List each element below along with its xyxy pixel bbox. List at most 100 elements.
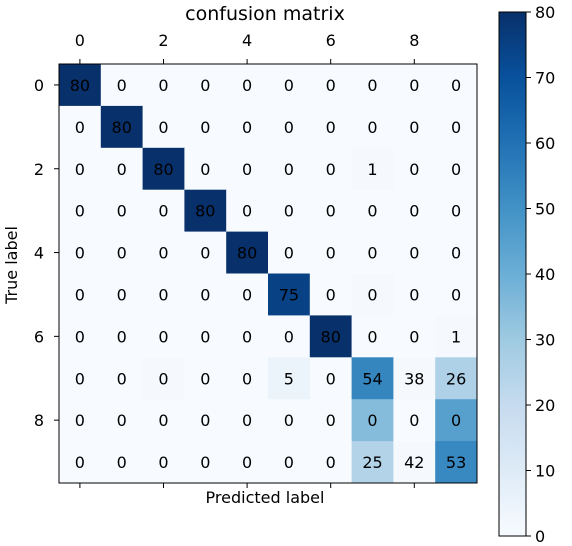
cell-value-label: 42 (404, 453, 424, 472)
heatmap-cell (142, 147, 185, 191)
heatmap-cell (100, 315, 144, 358)
cell-value-label: 0 (242, 453, 252, 472)
cell-value-label: 0 (451, 118, 461, 137)
heatmap-cell (59, 315, 102, 358)
heatmap-cell (309, 357, 353, 400)
cell-value-label: 0 (326, 369, 336, 388)
heatmap-cell (351, 357, 394, 400)
cell-value-label: 0 (284, 160, 294, 179)
cell-value-label: 0 (158, 327, 168, 346)
cell-value-label: 0 (242, 118, 252, 137)
cell-value-label: 0 (367, 411, 377, 430)
heatmap-cell (59, 147, 102, 191)
cell-value-label: 0 (284, 244, 294, 263)
heatmap-cell (100, 189, 144, 233)
heatmap-cell (100, 357, 144, 400)
x-axis-ticks: 0 2 4 6 8 (75, 31, 419, 488)
heatmap-cell (351, 147, 394, 191)
cell-value-label: 0 (367, 118, 377, 137)
heatmap-cell (309, 399, 353, 442)
cell-value-label: 0 (200, 285, 210, 304)
y-tick-label: 6 (34, 327, 44, 346)
cell-value-label: 80 (237, 244, 257, 263)
heatmap-cell (142, 231, 185, 274)
heatmap-cell (184, 399, 227, 442)
heatmap-cell (435, 64, 478, 107)
heatmap-cell (59, 64, 102, 107)
heatmap-cell (393, 357, 436, 400)
cell-value-label: 0 (158, 118, 168, 137)
heatmap-cells (59, 64, 478, 484)
heatmap-cell (59, 357, 102, 400)
heatmap-cell (142, 189, 185, 233)
heatmap-cell (309, 189, 353, 233)
heatmap-cell (184, 147, 227, 191)
heatmap-cell (393, 147, 436, 191)
cell-value-label: 0 (75, 202, 85, 221)
colorbar-ticks: 0 10 20 30 40 50 60 70 80 (526, 3, 555, 546)
cell-value-label: 0 (326, 453, 336, 472)
heatmap-cell (142, 441, 185, 484)
cell-value-label: 0 (158, 411, 168, 430)
heatmap-cell (184, 64, 227, 107)
cell-value-label: 53 (446, 453, 466, 472)
heatmap-cell (184, 189, 227, 233)
heatmap-cell (268, 147, 311, 191)
cell-value-label: 0 (117, 76, 127, 95)
cell-value-label: 0 (367, 327, 377, 346)
cell-value-label: 0 (326, 285, 336, 304)
heatmap-cell (184, 357, 227, 400)
cell-value-label: 0 (451, 411, 461, 430)
colorbar-tick-label: 80 (535, 3, 555, 22)
y-axis-label: True label (2, 226, 21, 305)
heatmap-cell (268, 273, 311, 316)
heatmap-cell (268, 399, 311, 442)
heatmap-cell (226, 399, 269, 442)
heatmap-cell (268, 357, 311, 400)
cell-value-label: 0 (451, 244, 461, 263)
cell-value-label: 0 (117, 453, 127, 472)
heatmap-cell (309, 231, 353, 274)
cell-value-label: 80 (70, 76, 90, 95)
heatmap-cell (351, 231, 394, 274)
cell-value-label: 5 (284, 369, 294, 388)
cell-value-label: 80 (195, 202, 215, 221)
heatmap-cell (309, 64, 353, 107)
heatmap-cell (351, 315, 394, 358)
heatmap-cell (100, 105, 144, 149)
cell-value-label: 0 (75, 160, 85, 179)
heatmap-cell (100, 147, 144, 191)
heatmap-cell (435, 357, 478, 400)
cell-value-label: 0 (367, 76, 377, 95)
heatmap-cell (142, 64, 185, 107)
heatmap-cell (393, 231, 436, 274)
cell-value-label: 0 (242, 285, 252, 304)
heatmap-cell (100, 399, 144, 442)
heatmap-cell-labels: 80 0 0 0 0 0 0 0 0 0 0 80 0 0 0 0 0 0 0 0 0 0 80 0 0 0 0 1 0 0 0 0 0 80 0 0… (70, 76, 467, 472)
heatmap-cell (59, 273, 102, 316)
heatmap-cell (309, 441, 353, 484)
cell-value-label: 0 (75, 244, 85, 263)
colorbar-tick-label: 40 (535, 265, 555, 284)
cell-value-label: 0 (451, 76, 461, 95)
cell-value-label: 0 (367, 285, 377, 304)
cell-value-label: 0 (158, 453, 168, 472)
cell-value-label: 0 (367, 244, 377, 263)
heatmap-cell (100, 231, 144, 274)
heatmap-cell (268, 105, 311, 149)
heatmap-cell (435, 399, 478, 442)
heatmap-cell (226, 273, 269, 316)
cell-value-label: 0 (409, 118, 419, 137)
cell-value-label: 0 (117, 327, 127, 346)
cell-value-label: 0 (117, 411, 127, 430)
colorbar-tick-label: 20 (535, 396, 555, 415)
heatmap-cell (435, 315, 478, 358)
heatmap-frame (58, 63, 478, 484)
cell-value-label: 0 (451, 160, 461, 179)
cell-value-label: 0 (200, 118, 210, 137)
colorbar (498, 11, 527, 537)
cell-value-label: 0 (200, 327, 210, 346)
cell-value-label: 0 (284, 453, 294, 472)
cell-value-label: 0 (75, 327, 85, 346)
cell-value-label: 0 (158, 202, 168, 221)
